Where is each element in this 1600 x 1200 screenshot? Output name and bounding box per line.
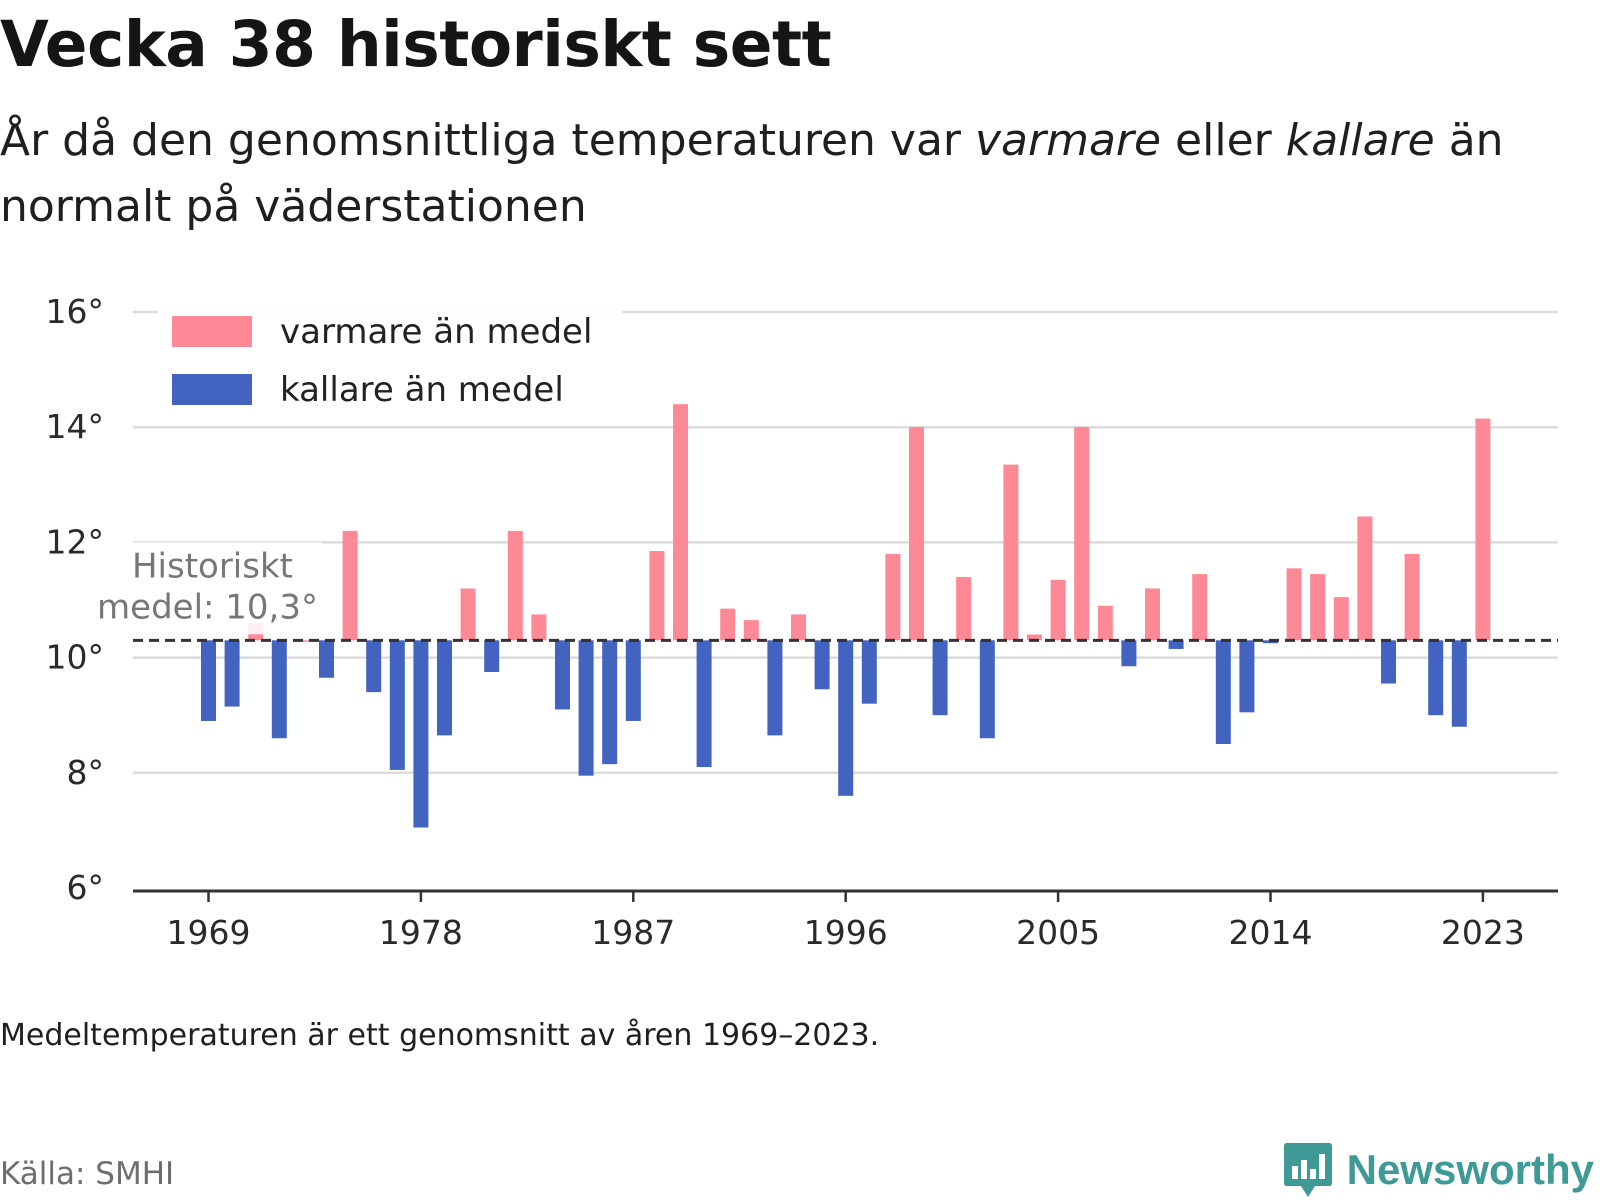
bar-warm (1286, 568, 1302, 641)
source-credit: Källa: SMHI (0, 1156, 175, 1192)
x-tick-label: 1987 (591, 913, 675, 952)
bar-cold (578, 640, 594, 776)
newsworthy-bar-chart-icon (1283, 1143, 1332, 1197)
bar-warm (1404, 553, 1420, 641)
legend-warm-label: varmare än medel (280, 312, 592, 352)
bar-cold (814, 640, 830, 690)
y-tick-label: 12° (46, 522, 105, 561)
x-tick-label: 1978 (379, 913, 463, 952)
bar-cold (1121, 640, 1137, 667)
bar-warm (531, 614, 547, 641)
bar-cold (625, 640, 641, 721)
brand-name: Newsworthy (1346, 1146, 1594, 1193)
bar-warm (342, 530, 358, 641)
y-tick-label: 6° (67, 868, 105, 907)
bar-cold (1239, 640, 1255, 713)
subtitle-warm-word: varmare (974, 115, 1162, 166)
chart-title: Vecka 38 historiskt sett (0, 8, 832, 81)
legend-cold-swatch (172, 374, 252, 405)
subtitle-text-2: eller (1161, 115, 1286, 166)
y-tick-label: 16° (46, 292, 105, 331)
bar-cold (271, 640, 287, 739)
bar-cold (484, 640, 500, 672)
footnote: Medeltemperaturen är ett genomsnitt av å… (0, 1018, 880, 1053)
bar-cold (201, 640, 216, 721)
average-label-line1: Historiskt (132, 546, 293, 586)
bar-cold (389, 640, 405, 770)
y-tick-label: 14° (46, 407, 105, 446)
bar-cold (602, 640, 618, 765)
bar-warm (673, 404, 688, 641)
bar-warm (1027, 634, 1042, 641)
bar-warm (1333, 597, 1349, 641)
chart-subtitle: År då den genomsnittliga temperaturen va… (0, 108, 1560, 240)
average-label-line2: medel: 10,3° (97, 587, 318, 627)
bar-warm (909, 427, 924, 641)
bar-warm (956, 576, 972, 641)
bar-cold (696, 640, 712, 768)
bar-warm (1310, 574, 1326, 641)
x-tick-label: 2014 (1229, 913, 1313, 952)
bar-cold (1428, 640, 1444, 716)
bar-warm (720, 608, 736, 641)
legend-warm-swatch (172, 316, 252, 347)
x-tick-label: 2005 (1016, 913, 1100, 952)
bar-cold (437, 640, 452, 736)
bar-warm (649, 551, 665, 641)
bar-cold (555, 640, 570, 710)
bar-warm (885, 553, 901, 641)
x-tick-label: 1969 (167, 913, 251, 952)
bar-warm (1097, 605, 1113, 641)
bars (201, 404, 1491, 828)
bar-warm (1192, 574, 1208, 641)
bar-cold (1381, 640, 1396, 684)
bar-cold (1168, 640, 1184, 649)
bar-warm (507, 530, 523, 641)
x-tick-label: 1996 (804, 913, 888, 952)
bar-warm (743, 620, 759, 641)
bar-cold (979, 640, 995, 739)
bar-warm (1145, 588, 1160, 641)
bar-warm (460, 588, 476, 641)
subtitle-text-1: År då den genomsnittliga temperaturen va… (0, 115, 975, 166)
subtitle-text-3: än normalt på väderstationen (0, 115, 1504, 232)
bar-cold (366, 640, 382, 693)
brand-logo: Newsworthy (1283, 1140, 1594, 1200)
bar-warm (1003, 464, 1019, 641)
average-label-background (96, 542, 322, 635)
bar-warm (1475, 418, 1491, 641)
bar-warm (791, 614, 806, 641)
legend: varmare än medel kallare än medel (158, 304, 622, 426)
x-tick-label: 2023 (1441, 913, 1525, 952)
bar-cold (767, 640, 783, 736)
x-axis-ticks: 1969 1978 1987 1996 2005 2014 2023 (167, 891, 1525, 952)
bar-cold (224, 640, 240, 707)
subtitle-cold-word: kallare (1285, 115, 1435, 166)
bar-warm (1357, 516, 1373, 641)
bar-cold (1451, 640, 1467, 727)
y-tick-label: 10° (46, 638, 105, 677)
bar-cold (413, 640, 429, 828)
y-axis-labels: 6° 8° 10° 12° 14° 16° (46, 292, 105, 907)
bar-cold (1215, 640, 1231, 744)
legend-cold-label: kallare än medel (280, 370, 564, 410)
bar-cold (932, 640, 948, 716)
bar-warm (1074, 427, 1090, 641)
bar-cold (838, 640, 854, 796)
bar-warm (1050, 579, 1066, 641)
temperature-bar-chart: 6° 8° 10° 12° 14° 16° Historiskt medel: 10,3°… (46, 292, 1558, 952)
y-tick-label: 8° (67, 753, 105, 792)
bar-cold (319, 640, 334, 678)
bar-cold (861, 640, 877, 704)
